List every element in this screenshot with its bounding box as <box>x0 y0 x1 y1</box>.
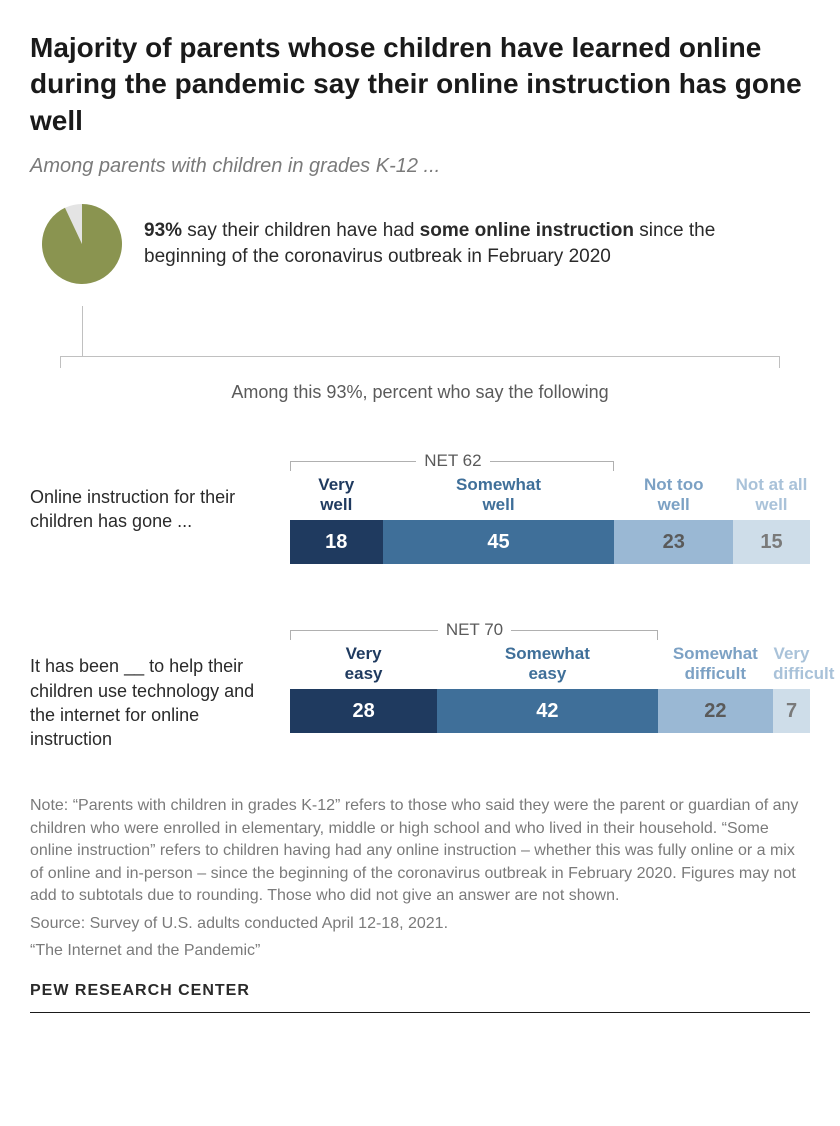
stacked-bar: 2842227 <box>290 689 810 733</box>
chart-row-label: It has been __ to help their children us… <box>30 608 290 751</box>
bar-category-label: Veryeasy <box>290 644 437 683</box>
charts-container: Online instruction for their children ha… <box>30 439 810 751</box>
pie-text-prefix: say their children have had <box>182 220 420 241</box>
chart-area: NET 70VeryeasySomewhateasySomewhatdiffic… <box>290 608 810 733</box>
bar-category-label: Somewhateasy <box>437 644 657 683</box>
bar-category-label: Not at allwell <box>733 475 810 514</box>
chart-block: Online instruction for their children ha… <box>30 439 810 564</box>
bar-segment: 22 <box>658 689 773 733</box>
footer-brand: PEW RESEARCH CENTER <box>30 982 810 1000</box>
pie-percent: 93% <box>144 220 182 241</box>
bar-category-label: Somewhatwell <box>383 475 615 514</box>
net-label: NET 62 <box>416 451 489 471</box>
chart-area: NET 62 VerywellSomewhatwellNot toowellNot… <box>290 439 810 564</box>
outer-bracket <box>60 356 780 368</box>
bar-labels-row: VeryeasySomewhateasySomewhatdifficultVer… <box>290 644 810 683</box>
bar-segment: 7 <box>773 689 810 733</box>
report-title: “The Internet and the Pandemic” <box>30 940 810 962</box>
pie-text-bold: some online instruction <box>420 220 634 241</box>
bar-segment: 28 <box>290 689 437 733</box>
chart-row-label: Online instruction for their children ha… <box>30 439 290 534</box>
net-label: NET 70 <box>438 620 511 640</box>
source-text: Source: Survey of U.S. adults conducted … <box>30 913 810 935</box>
bar-segment: 15 <box>733 520 810 564</box>
among-label: Among this 93%, percent who say the foll… <box>30 382 810 403</box>
bottom-rule <box>30 1012 810 1013</box>
chart-subtitle: Among parents with children in grades K-… <box>30 155 810 178</box>
bar-category-label: Somewhatdifficult <box>658 644 773 683</box>
connector-line <box>82 306 810 356</box>
bar-segment: 45 <box>383 520 615 564</box>
bar-category-label: Verydifficult <box>773 644 810 683</box>
bar-segment: 18 <box>290 520 383 564</box>
note-text: Note: “Parents with children in grades K… <box>30 795 810 907</box>
bar-category-label: Verywell <box>290 475 383 514</box>
chart-block: It has been __ to help their children us… <box>30 608 810 751</box>
pie-statement-text: 93% say their children have had some onl… <box>144 218 784 271</box>
net-bracket-wrap: NET 70 <box>290 608 810 644</box>
bar-segment: 23 <box>614 520 733 564</box>
pie-statement-row: 93% say their children have had some onl… <box>30 202 810 286</box>
chart-title: Majority of parents whose children have … <box>30 30 810 139</box>
net-bracket-wrap: NET 62 <box>290 439 810 475</box>
bar-segment: 42 <box>437 689 657 733</box>
bar-category-label: Not toowell <box>614 475 733 514</box>
bar-labels-row: VerywellSomewhatwellNot toowellNot at al… <box>290 475 810 514</box>
pie-chart <box>40 202 124 286</box>
stacked-bar: 18452315 <box>290 520 810 564</box>
